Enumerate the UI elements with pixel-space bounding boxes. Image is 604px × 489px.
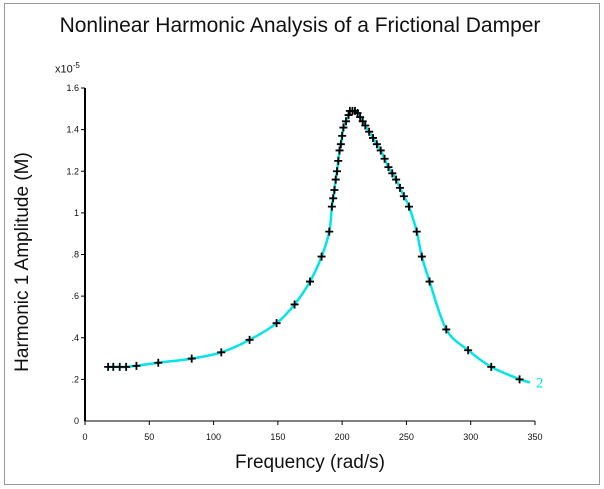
data-point-marker [306, 277, 314, 286]
data-point-marker [464, 346, 473, 355]
chart-title: Nonlinear Harmonic Analysis of a Frictio… [59, 14, 541, 37]
x-tick-label: 350 [527, 432, 542, 442]
x-tick-label: 0 [82, 432, 87, 442]
y-tick-label: .4 [71, 333, 79, 343]
data-point-marker [399, 192, 408, 201]
y-tick-label: 0 [74, 416, 79, 426]
data-point-marker [380, 154, 389, 163]
data-point-marker [245, 335, 254, 344]
data-point-marker [405, 202, 413, 211]
data-point-marker [344, 111, 353, 120]
data-point-marker [342, 117, 350, 126]
data-point-marker [487, 362, 496, 371]
chart-frame [4, 3, 600, 485]
y-tick-label: 1 [74, 208, 79, 218]
data-point-marker [412, 227, 421, 236]
x-tick-label: 100 [206, 432, 221, 442]
data-point-marker [372, 140, 381, 149]
data-point-marker [361, 121, 370, 130]
data-point-marker [329, 194, 338, 203]
y-tick-label: 1.4 [66, 125, 79, 135]
data-point-marker [356, 113, 365, 122]
data-point-marker [327, 202, 336, 211]
x-tick-label: 150 [270, 432, 285, 442]
data-point-marker [358, 117, 367, 126]
data-point-marker [331, 175, 340, 184]
data-point-marker [333, 167, 341, 176]
y-tick-label: 1.2 [66, 166, 79, 176]
data-point-marker [365, 127, 374, 136]
data-point-marker [154, 358, 163, 367]
x-tick-label: 50 [144, 432, 154, 442]
series-line [108, 109, 531, 384]
y-multiplier-base: x10 [55, 63, 73, 76]
data-point-marker [132, 361, 141, 370]
data-point-marker [336, 140, 345, 149]
y-tick-label: .2 [71, 374, 79, 384]
y-axis-multiplier: x10-5 [55, 61, 80, 76]
data-point-marker [369, 133, 377, 142]
data-point-marker [122, 362, 131, 371]
data-point-marker [339, 123, 348, 132]
x-tick-label: 250 [399, 432, 414, 442]
y-tick-label: 1.6 [66, 83, 79, 93]
x-tick-label: 300 [463, 432, 478, 442]
data-point-marker [353, 108, 362, 117]
data-point-marker [515, 375, 524, 384]
data-point-marker [442, 325, 451, 334]
y-tick-label: .6 [71, 291, 79, 301]
data-point-marker [272, 319, 281, 328]
data-point-marker [290, 300, 299, 309]
data-point-marker [330, 185, 339, 194]
data-point-marker [338, 131, 347, 140]
data-point-marker [335, 146, 344, 155]
data-point-marker [396, 183, 404, 192]
x-tick-label: 200 [335, 432, 350, 442]
data-point-marker [376, 146, 385, 155]
x-axis-label: Frequency (rad/s) [235, 452, 385, 473]
data-point-marker [425, 277, 434, 286]
data-point-marker [325, 227, 334, 236]
y-tick-label: .8 [71, 250, 79, 260]
y-multiplier-exponent: -5 [72, 61, 80, 70]
data-point-marker [392, 175, 401, 184]
data-point-marker [317, 252, 326, 261]
data-point-marker [384, 163, 393, 172]
data-point-marker [417, 252, 426, 261]
data-point-marker [334, 156, 343, 165]
data-point-marker [217, 348, 226, 357]
data-point-marker [388, 169, 397, 178]
data-point-marker [187, 354, 196, 363]
series-label: 2 [536, 375, 544, 391]
